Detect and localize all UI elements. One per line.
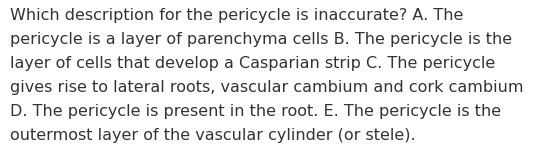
Text: gives rise to lateral roots, vascular cambium and cork cambium: gives rise to lateral roots, vascular ca…	[10, 80, 523, 95]
Text: D. The pericycle is present in the root. E. The pericycle is the: D. The pericycle is present in the root.…	[10, 104, 501, 119]
Text: Which description for the pericycle is inaccurate? A. The: Which description for the pericycle is i…	[10, 8, 463, 23]
Text: layer of cells that develop a Casparian strip C. The pericycle: layer of cells that develop a Casparian …	[10, 56, 496, 71]
Text: pericycle is a layer of parenchyma cells B. The pericycle is the: pericycle is a layer of parenchyma cells…	[10, 32, 512, 47]
Text: outermost layer of the vascular cylinder (or stele).: outermost layer of the vascular cylinder…	[10, 128, 416, 143]
